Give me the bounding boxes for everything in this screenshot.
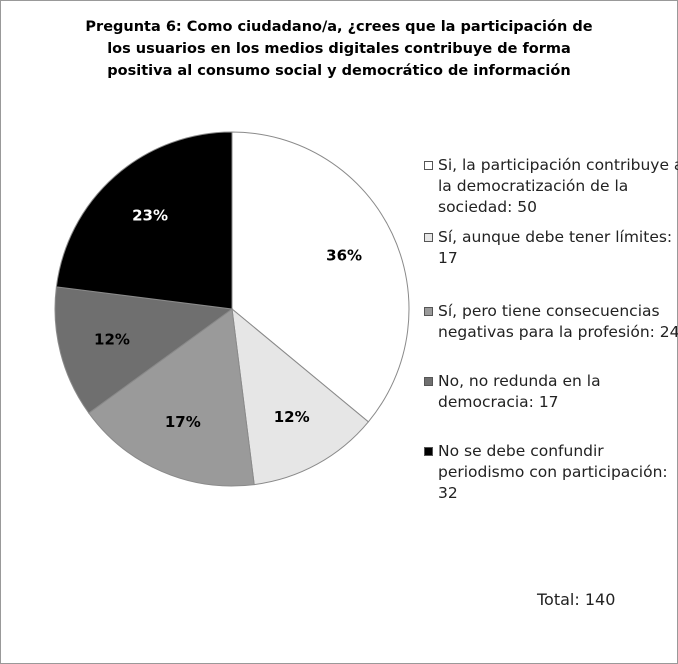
legend-swatch [424,307,433,316]
legend-label: Sí, pero tiene consecuencias negativas p… [438,302,678,341]
pie-slice [55,131,233,310]
legend-item: Si, la participación contribuye a la dem… [424,155,678,218]
legend-swatch [424,377,433,386]
legend-item: No, no redunda en la democracia: 17 [424,371,678,413]
pie-label: 12% [274,408,310,426]
legend-label: Sí, aunque debe tener límites: 17 [438,228,673,267]
pie-slice [231,307,370,486]
legend-label: Si, la participación contribuye a la dem… [438,156,678,216]
pie-label: 17% [165,413,201,431]
legend-swatch [424,161,433,170]
legend-item: No se debe confundir periodismo con part… [424,441,678,504]
pie-label: 23% [132,207,168,225]
pie-label: 12% [94,330,130,348]
legend-label: No se debe confundir periodismo con part… [438,442,668,502]
legend-swatch [424,447,433,456]
pie-slice [54,286,234,414]
legend-item: Sí, aunque debe tener límites: 17 [424,227,678,269]
pie-slice [88,308,255,487]
legend-item: Sí, pero tiene consecuencias negativas p… [424,301,678,343]
pie-slice [231,131,410,423]
legend-label: No, no redunda en la democracia: 17 [438,372,601,411]
chart-title: Pregunta 6: Como ciudadano/a, ¿crees que… [85,19,593,79]
pie-label: 36% [326,247,362,265]
annotation: Total: 140 [537,590,616,609]
legend-swatch [424,233,433,242]
